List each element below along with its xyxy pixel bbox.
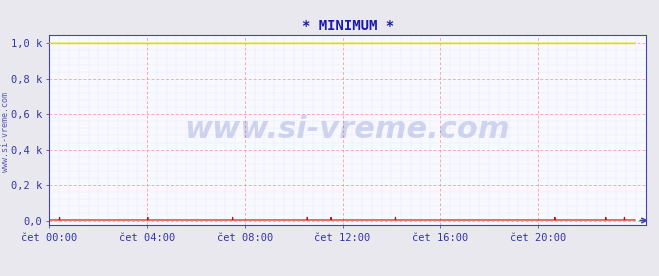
Text: www.si-vreme.com: www.si-vreme.com bbox=[1, 92, 10, 172]
Text: www.si-vreme.com: www.si-vreme.com bbox=[185, 115, 511, 144]
Title: * MINIMUM *: * MINIMUM * bbox=[302, 19, 393, 33]
